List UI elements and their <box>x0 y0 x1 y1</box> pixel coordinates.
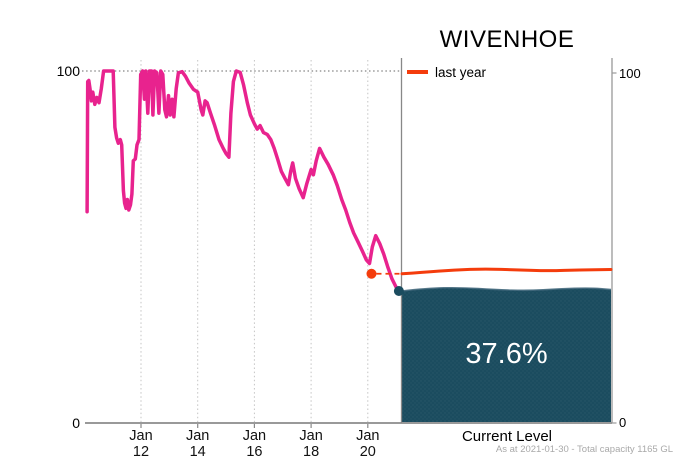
x-tick-year: 12 <box>132 444 150 460</box>
x-tick-year: 20 <box>359 444 376 460</box>
y-axis-label-left-100: 100 <box>56 63 80 79</box>
x-tick-month: Jan <box>356 428 380 444</box>
x-tick-month: Jan <box>129 428 153 444</box>
x-tick-year: 14 <box>189 444 206 460</box>
x-tick-label: Jan 20 <box>338 428 398 460</box>
current-level-axis-label: Current Level <box>461 428 553 445</box>
x-tick-label: Jan 16 <box>224 428 284 460</box>
x-tick-label: Jan 14 <box>168 428 228 460</box>
x-tick-month: Jan <box>242 428 267 444</box>
last-year-line <box>400 267 613 276</box>
chart-title: WIVENHOE <box>439 26 575 53</box>
x-tick-year: 16 <box>246 444 263 460</box>
last-year-marker-dot <box>366 268 377 279</box>
current-level-area <box>402 287 611 423</box>
x-tick-month: Jan <box>299 428 323 444</box>
history-line <box>85 69 401 293</box>
current-level-area-top-edge <box>401 286 612 292</box>
legend-item-last-year[interactable]: last year <box>407 64 486 80</box>
x-tick-month: Jan <box>185 428 210 444</box>
current-level-percent: 37.6% <box>465 338 548 370</box>
x-tick-year: 18 <box>303 444 320 460</box>
y-axis-label-right-100: 100 <box>619 66 641 81</box>
y-axis-label-right-0: 0 <box>619 415 627 430</box>
x-tick-label: Jan 18 <box>281 428 341 460</box>
x-tick-label: Jan 12 <box>111 428 171 460</box>
y-axis-label-left-0: 0 <box>72 415 80 431</box>
footnote-text: As at 2021-01-30 - Total capacity 1165 G… <box>495 444 673 455</box>
legend-label: last year <box>435 64 487 80</box>
current-marker-dot <box>393 286 404 296</box>
last-year-line-swatch-icon <box>407 70 428 74</box>
